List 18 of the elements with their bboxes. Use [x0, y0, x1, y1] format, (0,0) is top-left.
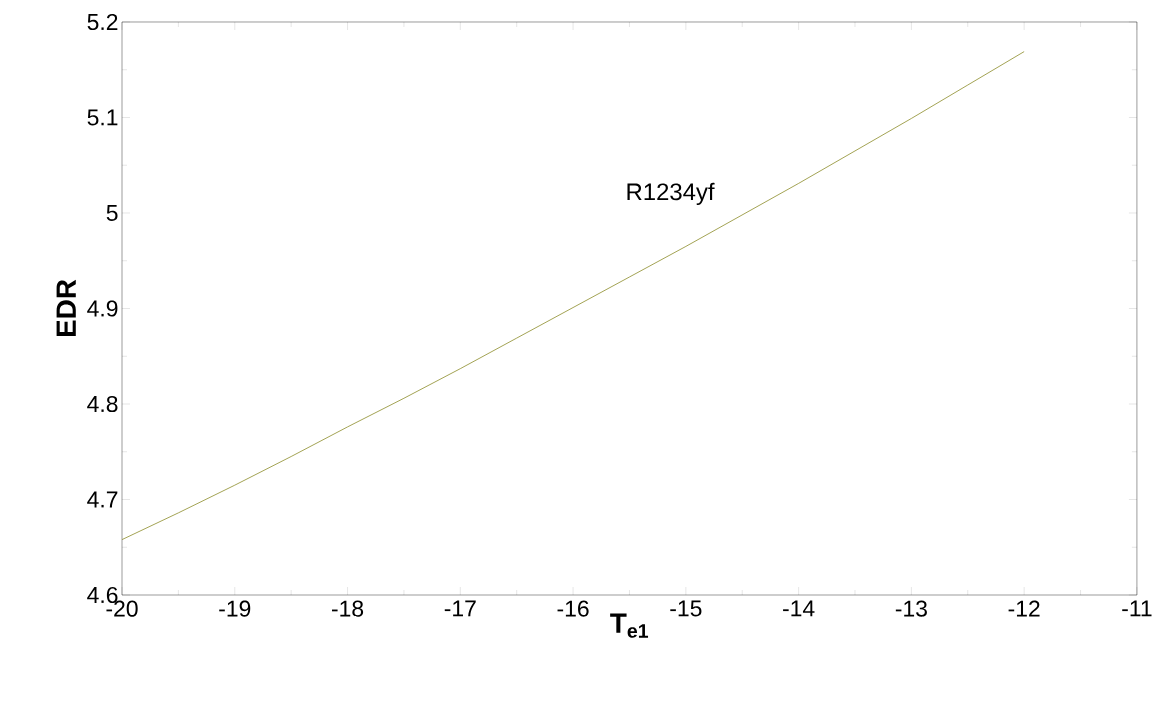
x-tick-label: -12	[1008, 600, 1040, 617]
x-tick-label: -17	[444, 600, 476, 617]
series-label: R1234yf	[627, 182, 715, 206]
x-tick-label: -13	[895, 600, 927, 617]
x-tick-label: -15	[670, 600, 702, 617]
y-tick-label: 5.2	[87, 13, 118, 31]
y-tick-label: 5	[106, 205, 118, 221]
y-axis-title: EDR	[56, 279, 76, 337]
x-tick-label: -18	[331, 600, 364, 617]
y-tick-label: 4.7	[87, 491, 118, 508]
x-tick-label: -11	[1122, 600, 1152, 617]
x-tick-label: -16	[557, 600, 589, 617]
x-tick-label: -19	[219, 600, 251, 617]
y-tick-label: 4.8	[87, 395, 118, 413]
x-axis-title: T$_{e1}$	[610, 613, 649, 638]
y-tick-label: 4.9	[87, 300, 118, 317]
x-tick-label: -14	[783, 600, 815, 617]
y-tick-label: 5.1	[87, 109, 118, 126]
